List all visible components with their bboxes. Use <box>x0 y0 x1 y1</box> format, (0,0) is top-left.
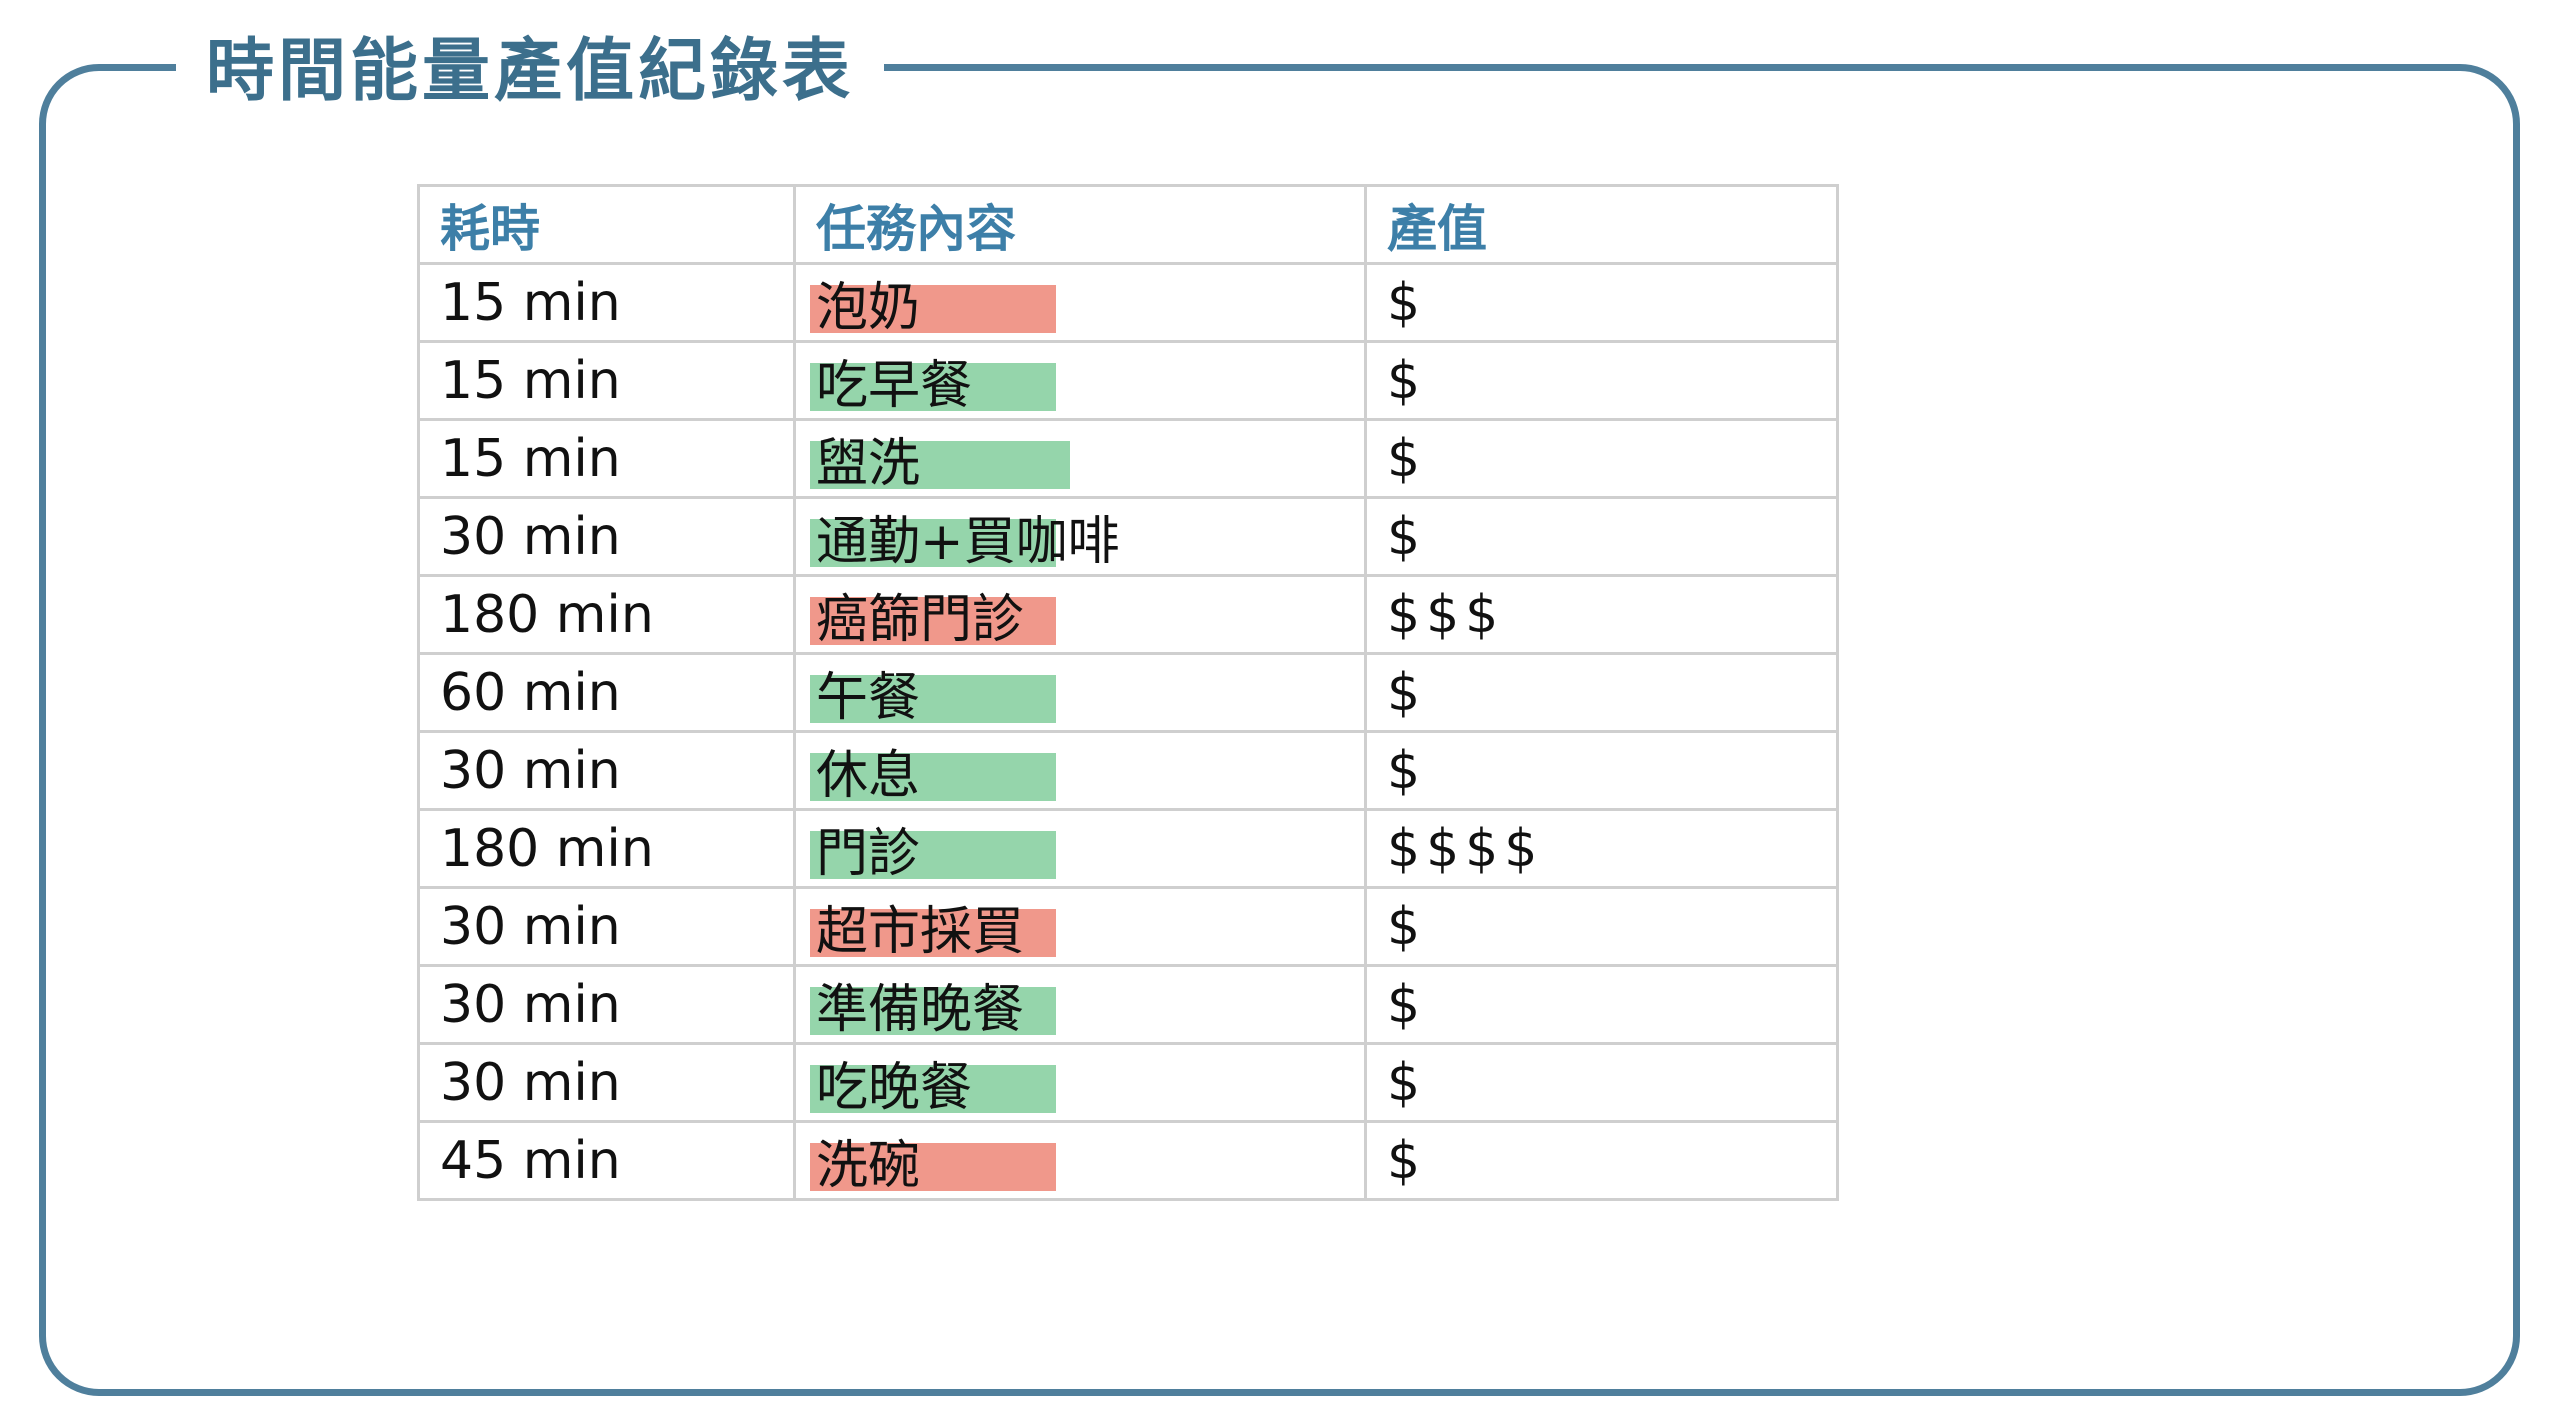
value-cell: $ <box>1364 964 1839 1045</box>
value-cell: $ <box>1364 652 1839 733</box>
time-cell: 30 min <box>417 1042 796 1123</box>
task-cell: 超市採買 <box>793 886 1367 967</box>
table-row: 15 min 盥洗 $ <box>417 418 1839 499</box>
value-cell: $ <box>1364 262 1839 343</box>
time-cell: 180 min <box>417 808 796 889</box>
time-cell: 180 min <box>417 574 796 655</box>
table-row: 45 min 洗碗 $ <box>417 1120 1839 1201</box>
value-cell: $ <box>1364 1042 1839 1123</box>
header-task: 任務內容 <box>793 184 1367 265</box>
value-cell: $ <box>1364 418 1839 499</box>
task-cell: 泡奶 <box>793 262 1367 343</box>
task-cell: 洗碗 <box>793 1120 1367 1201</box>
task-cell: 午餐 <box>793 652 1367 733</box>
time-cell: 30 min <box>417 886 796 967</box>
header-time: 耗時 <box>417 184 796 265</box>
value-cell: $$$ <box>1364 574 1839 655</box>
time-cell: 45 min <box>417 1120 796 1201</box>
low-value-highlight <box>810 1143 1056 1191</box>
task-cell: 通勤+買咖啡 <box>793 496 1367 577</box>
low-value-highlight <box>810 597 1056 645</box>
task-cell: 盥洗 <box>793 418 1367 499</box>
time-cell: 30 min <box>417 964 796 1045</box>
time-cell: 15 min <box>417 340 796 421</box>
rounded-frame <box>39 64 2520 1396</box>
table-row: 180 min 門診 $$$$ <box>417 808 1839 889</box>
task-text: 準備晚餐 <box>816 980 1025 1040</box>
table-header-row: 耗時 任務內容 產值 <box>417 184 1839 265</box>
time-cell: 15 min <box>417 262 796 343</box>
task-cell: 門診 <box>793 808 1367 889</box>
task-cell: 準備晚餐 <box>793 964 1367 1045</box>
title-container: 時間能量產值紀錄表 <box>176 14 885 114</box>
keep-highlight <box>810 363 1056 411</box>
task-text: 門診 <box>816 824 921 884</box>
time-cell: 15 min <box>417 418 796 499</box>
task-text: 超市採買 <box>816 902 1025 962</box>
table-row: 30 min 吃晚餐 $ <box>417 1042 1839 1123</box>
table-row: 60 min 午餐 $ <box>417 652 1839 733</box>
task-cell: 吃早餐 <box>793 340 1367 421</box>
task-cell: 休息 <box>793 730 1367 811</box>
keep-highlight <box>810 441 1070 489</box>
table-row: 15 min 吃早餐 $ <box>417 340 1839 421</box>
keep-highlight <box>810 831 1056 879</box>
time-cell: 30 min <box>417 730 796 811</box>
table-row: 180 min 癌篩門診 $$$ <box>417 574 1839 655</box>
task-cell: 吃晚餐 <box>793 1042 1367 1123</box>
task-text: 泡奶 <box>816 278 921 338</box>
table-row: 30 min 休息 $ <box>417 730 1839 811</box>
value-cell: $ <box>1364 496 1839 577</box>
table-row: 30 min 超市採買 $ <box>417 886 1839 967</box>
keep-highlight <box>810 675 1056 723</box>
task-cell: 癌篩門診 <box>793 574 1367 655</box>
value-cell: $ <box>1364 340 1839 421</box>
value-cell: $ <box>1364 730 1839 811</box>
time-cell: 30 min <box>417 496 796 577</box>
header-value: 產值 <box>1364 184 1839 265</box>
task-text: 癌篩門診 <box>816 590 1025 650</box>
task-text: 休息 <box>816 746 921 806</box>
energy-value-table: 耗時 任務內容 產值 15 min 泡奶 $ 15 min 吃早餐 $ 15 m… <box>417 184 1839 1201</box>
value-cell: $$$$ <box>1364 808 1839 889</box>
keep-highlight <box>810 1065 1056 1113</box>
low-value-highlight <box>810 285 1056 333</box>
task-text: 吃早餐 <box>816 356 973 416</box>
task-text: 盥洗 <box>816 434 921 494</box>
value-cell: $ <box>1364 886 1839 967</box>
keep-highlight <box>810 987 1056 1035</box>
page-title: 時間能量產值紀錄表 <box>206 31 855 111</box>
time-cell: 60 min <box>417 652 796 733</box>
low-value-highlight <box>810 909 1056 957</box>
keep-highlight <box>810 519 1056 567</box>
table-row: 30 min 通勤+買咖啡 $ <box>417 496 1839 577</box>
task-text: 午餐 <box>816 668 921 728</box>
value-cell: $ <box>1364 1120 1839 1201</box>
table-row: 30 min 準備晚餐 $ <box>417 964 1839 1045</box>
task-text: 吃晚餐 <box>816 1058 973 1118</box>
task-text: 通勤+買咖啡 <box>816 512 1120 572</box>
task-text: 洗碗 <box>816 1136 921 1196</box>
keep-highlight <box>810 753 1056 801</box>
table-row: 15 min 泡奶 $ <box>417 262 1839 343</box>
